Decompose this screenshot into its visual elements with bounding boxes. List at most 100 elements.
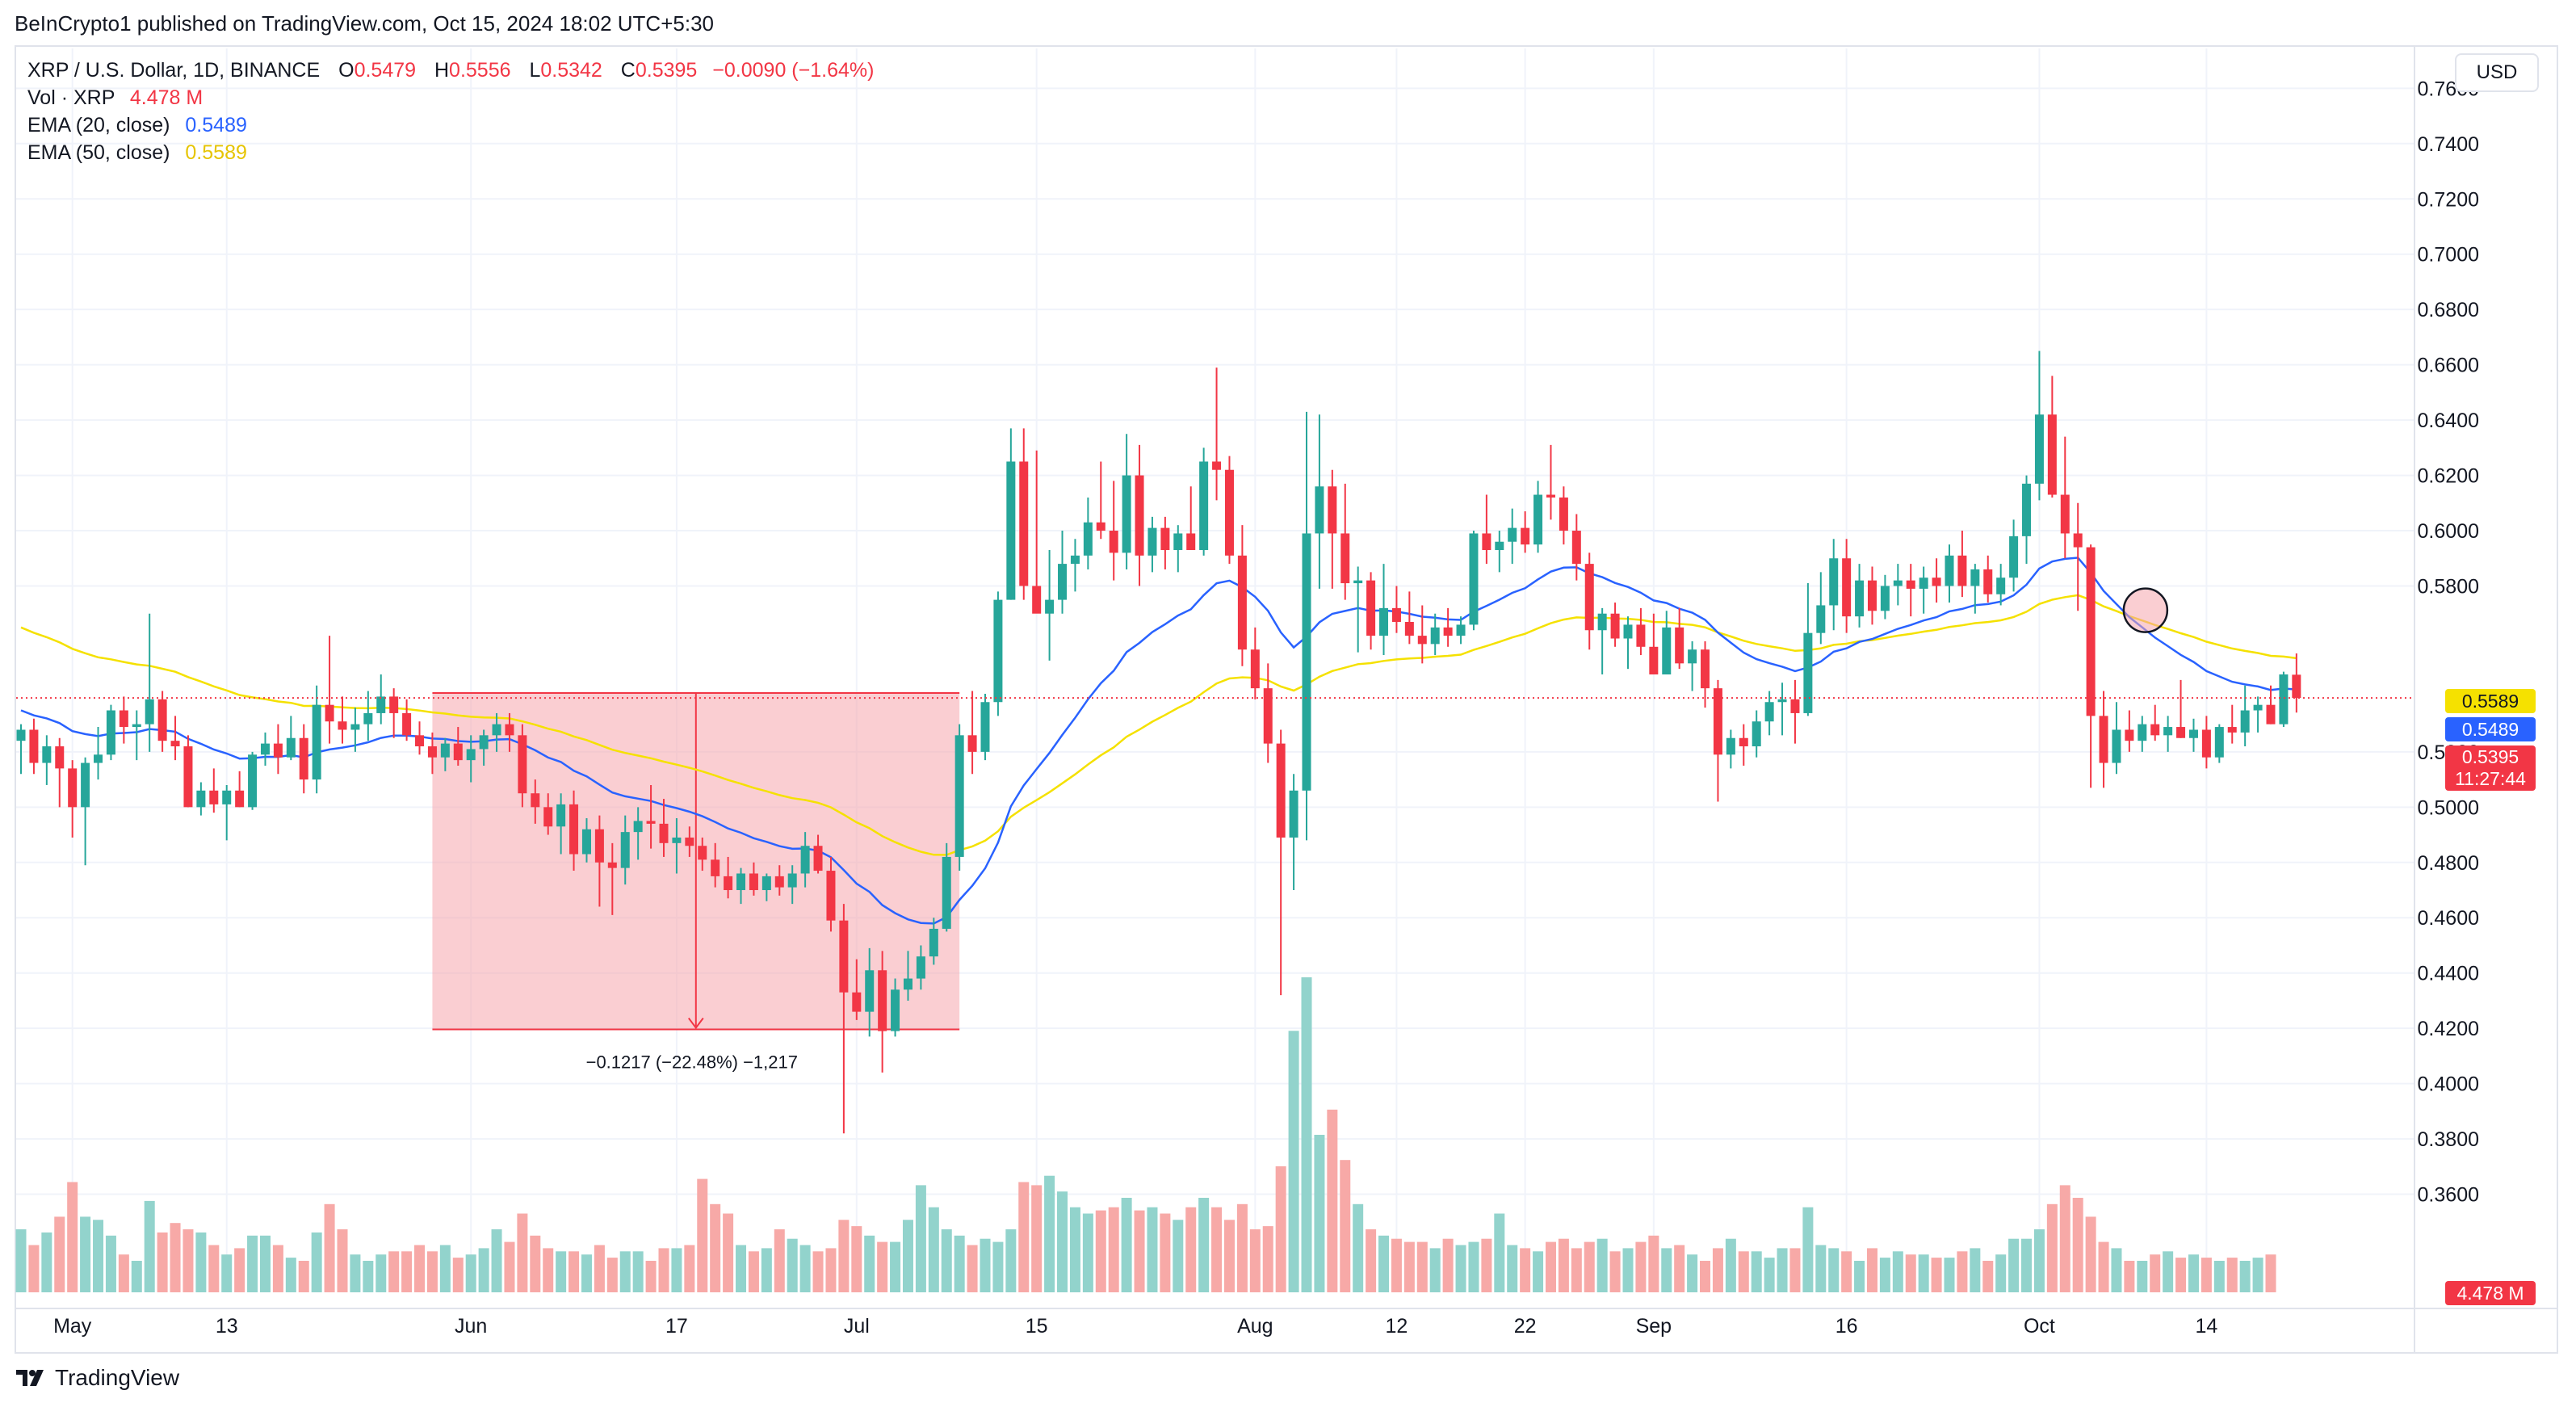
volume-bar — [1571, 1248, 1582, 1292]
candle-body — [1379, 607, 1389, 636]
volume-bar — [1777, 1248, 1788, 1292]
candle-body — [1443, 627, 1453, 636]
candle-body — [1919, 578, 1928, 589]
candle-body — [1559, 497, 1568, 531]
legend-ema50-label[interactable]: EMA (50, close) — [27, 141, 170, 164]
candle-body — [1456, 624, 1466, 636]
candle-body — [865, 970, 875, 1012]
x-axis-tick-label: Jul — [844, 1315, 870, 1338]
y-axis-tick-label: 0.4200 — [2418, 1018, 2479, 1040]
volume-bar — [1648, 1235, 1659, 1292]
y-axis-tick-label: 0.4000 — [2418, 1073, 2479, 1096]
volume-bar — [1018, 1182, 1030, 1292]
candle-body — [2214, 727, 2224, 758]
candle-body — [415, 735, 425, 747]
volume-bar — [581, 1254, 592, 1292]
candle-body — [1058, 564, 1068, 600]
candle-body — [1726, 737, 1735, 755]
candle-body — [1096, 522, 1105, 531]
volume-bar — [285, 1258, 296, 1292]
price-range-arrow-head — [688, 1017, 704, 1030]
volume-bar — [1468, 1241, 1479, 1292]
volume-bar — [2008, 1238, 2020, 1292]
legend-volume-label[interactable]: Vol · XRP — [27, 86, 115, 109]
y-axis-tick-label: 0.7200 — [2418, 188, 2479, 211]
x-axis-tick-label: Sep — [1636, 1315, 1672, 1338]
candle-body — [1816, 605, 1826, 633]
candle-body — [350, 724, 360, 730]
candle-body — [1276, 743, 1286, 838]
volume-bar — [1507, 1245, 1518, 1292]
candle-body — [2022, 483, 2032, 536]
candle-body — [1790, 699, 1800, 713]
volume-bar — [1545, 1241, 1556, 1292]
volume-bar — [980, 1238, 991, 1292]
volume-bar — [517, 1213, 528, 1292]
candle-body — [2227, 727, 2237, 733]
volume-bar — [1455, 1245, 1466, 1292]
legend-symbol[interactable]: XRP / U.S. Dollar, 1D, BINANCE — [27, 59, 321, 82]
volume-bar — [298, 1261, 309, 1292]
volume-bar — [1828, 1248, 1840, 1292]
volume-bar — [799, 1245, 811, 1292]
footer-brand[interactable]: TradingView — [16, 1365, 179, 1391]
volume-bar — [195, 1232, 207, 1292]
candle-body — [1623, 624, 1633, 639]
x-axis-tick-label: 14 — [2195, 1315, 2217, 1338]
volume-bar — [2072, 1198, 2083, 1292]
candle-body — [402, 712, 412, 736]
volume-bar — [2265, 1254, 2276, 1292]
volume-bar — [234, 1248, 245, 1292]
candle-body — [376, 696, 386, 713]
volume-bar — [183, 1229, 194, 1292]
candle-body — [1970, 569, 1980, 586]
candle-body — [1495, 541, 1504, 550]
candle-body — [2240, 710, 2250, 733]
volume-bar — [684, 1245, 695, 1292]
volume-bar — [54, 1216, 65, 1292]
volume-bar — [1802, 1207, 1814, 1292]
volume-bar — [1378, 1235, 1390, 1292]
candle-body — [453, 743, 463, 761]
volume-bar — [864, 1235, 875, 1292]
y-axis-tick-label: 0.6400 — [2418, 410, 2479, 432]
volume-bar — [208, 1245, 220, 1292]
volume-bar — [645, 1261, 657, 1292]
volume-bar — [530, 1235, 541, 1292]
candle-body — [1584, 564, 1594, 631]
candle-body — [800, 846, 810, 874]
volume-bar — [2188, 1254, 2199, 1292]
volume-bar — [1712, 1248, 1723, 1292]
candle-body — [993, 599, 1003, 703]
currency-selector[interactable]: USD — [2455, 53, 2539, 92]
volume-bar — [221, 1254, 233, 1292]
legend-ema20-label[interactable]: EMA (20, close) — [27, 114, 170, 136]
candle-body — [1263, 688, 1273, 744]
volume-bar — [1236, 1203, 1248, 1292]
volume-bar — [568, 1251, 580, 1292]
volume-bar — [697, 1178, 708, 1292]
y-axis-tick-label: 0.4400 — [2418, 963, 2479, 985]
volume-bar — [1108, 1207, 1119, 1292]
volume-bar — [311, 1232, 322, 1292]
volume-bar — [1262, 1226, 1273, 1292]
candle-body — [2176, 727, 2186, 738]
volume-bar — [491, 1229, 502, 1292]
volume-bar — [41, 1232, 52, 1292]
volume-bar — [1416, 1241, 1428, 1292]
volume-bar — [1095, 1210, 1106, 1292]
candle-body — [1430, 627, 1440, 645]
volume-bar — [1751, 1251, 1762, 1292]
volume-bar — [915, 1185, 926, 1292]
candle-body — [839, 920, 849, 993]
candle-body — [1829, 558, 1839, 606]
candle-body — [2279, 674, 2289, 724]
candle-body — [1212, 461, 1222, 470]
volume-bar — [259, 1235, 271, 1292]
volume-bar — [118, 1254, 129, 1292]
legend-volume-row: Vol · XRP 4.478 M — [27, 84, 874, 111]
candle-body — [2150, 724, 2160, 736]
volume-bar — [452, 1258, 464, 1292]
legend-volume-value: 4.478 M — [129, 86, 203, 109]
